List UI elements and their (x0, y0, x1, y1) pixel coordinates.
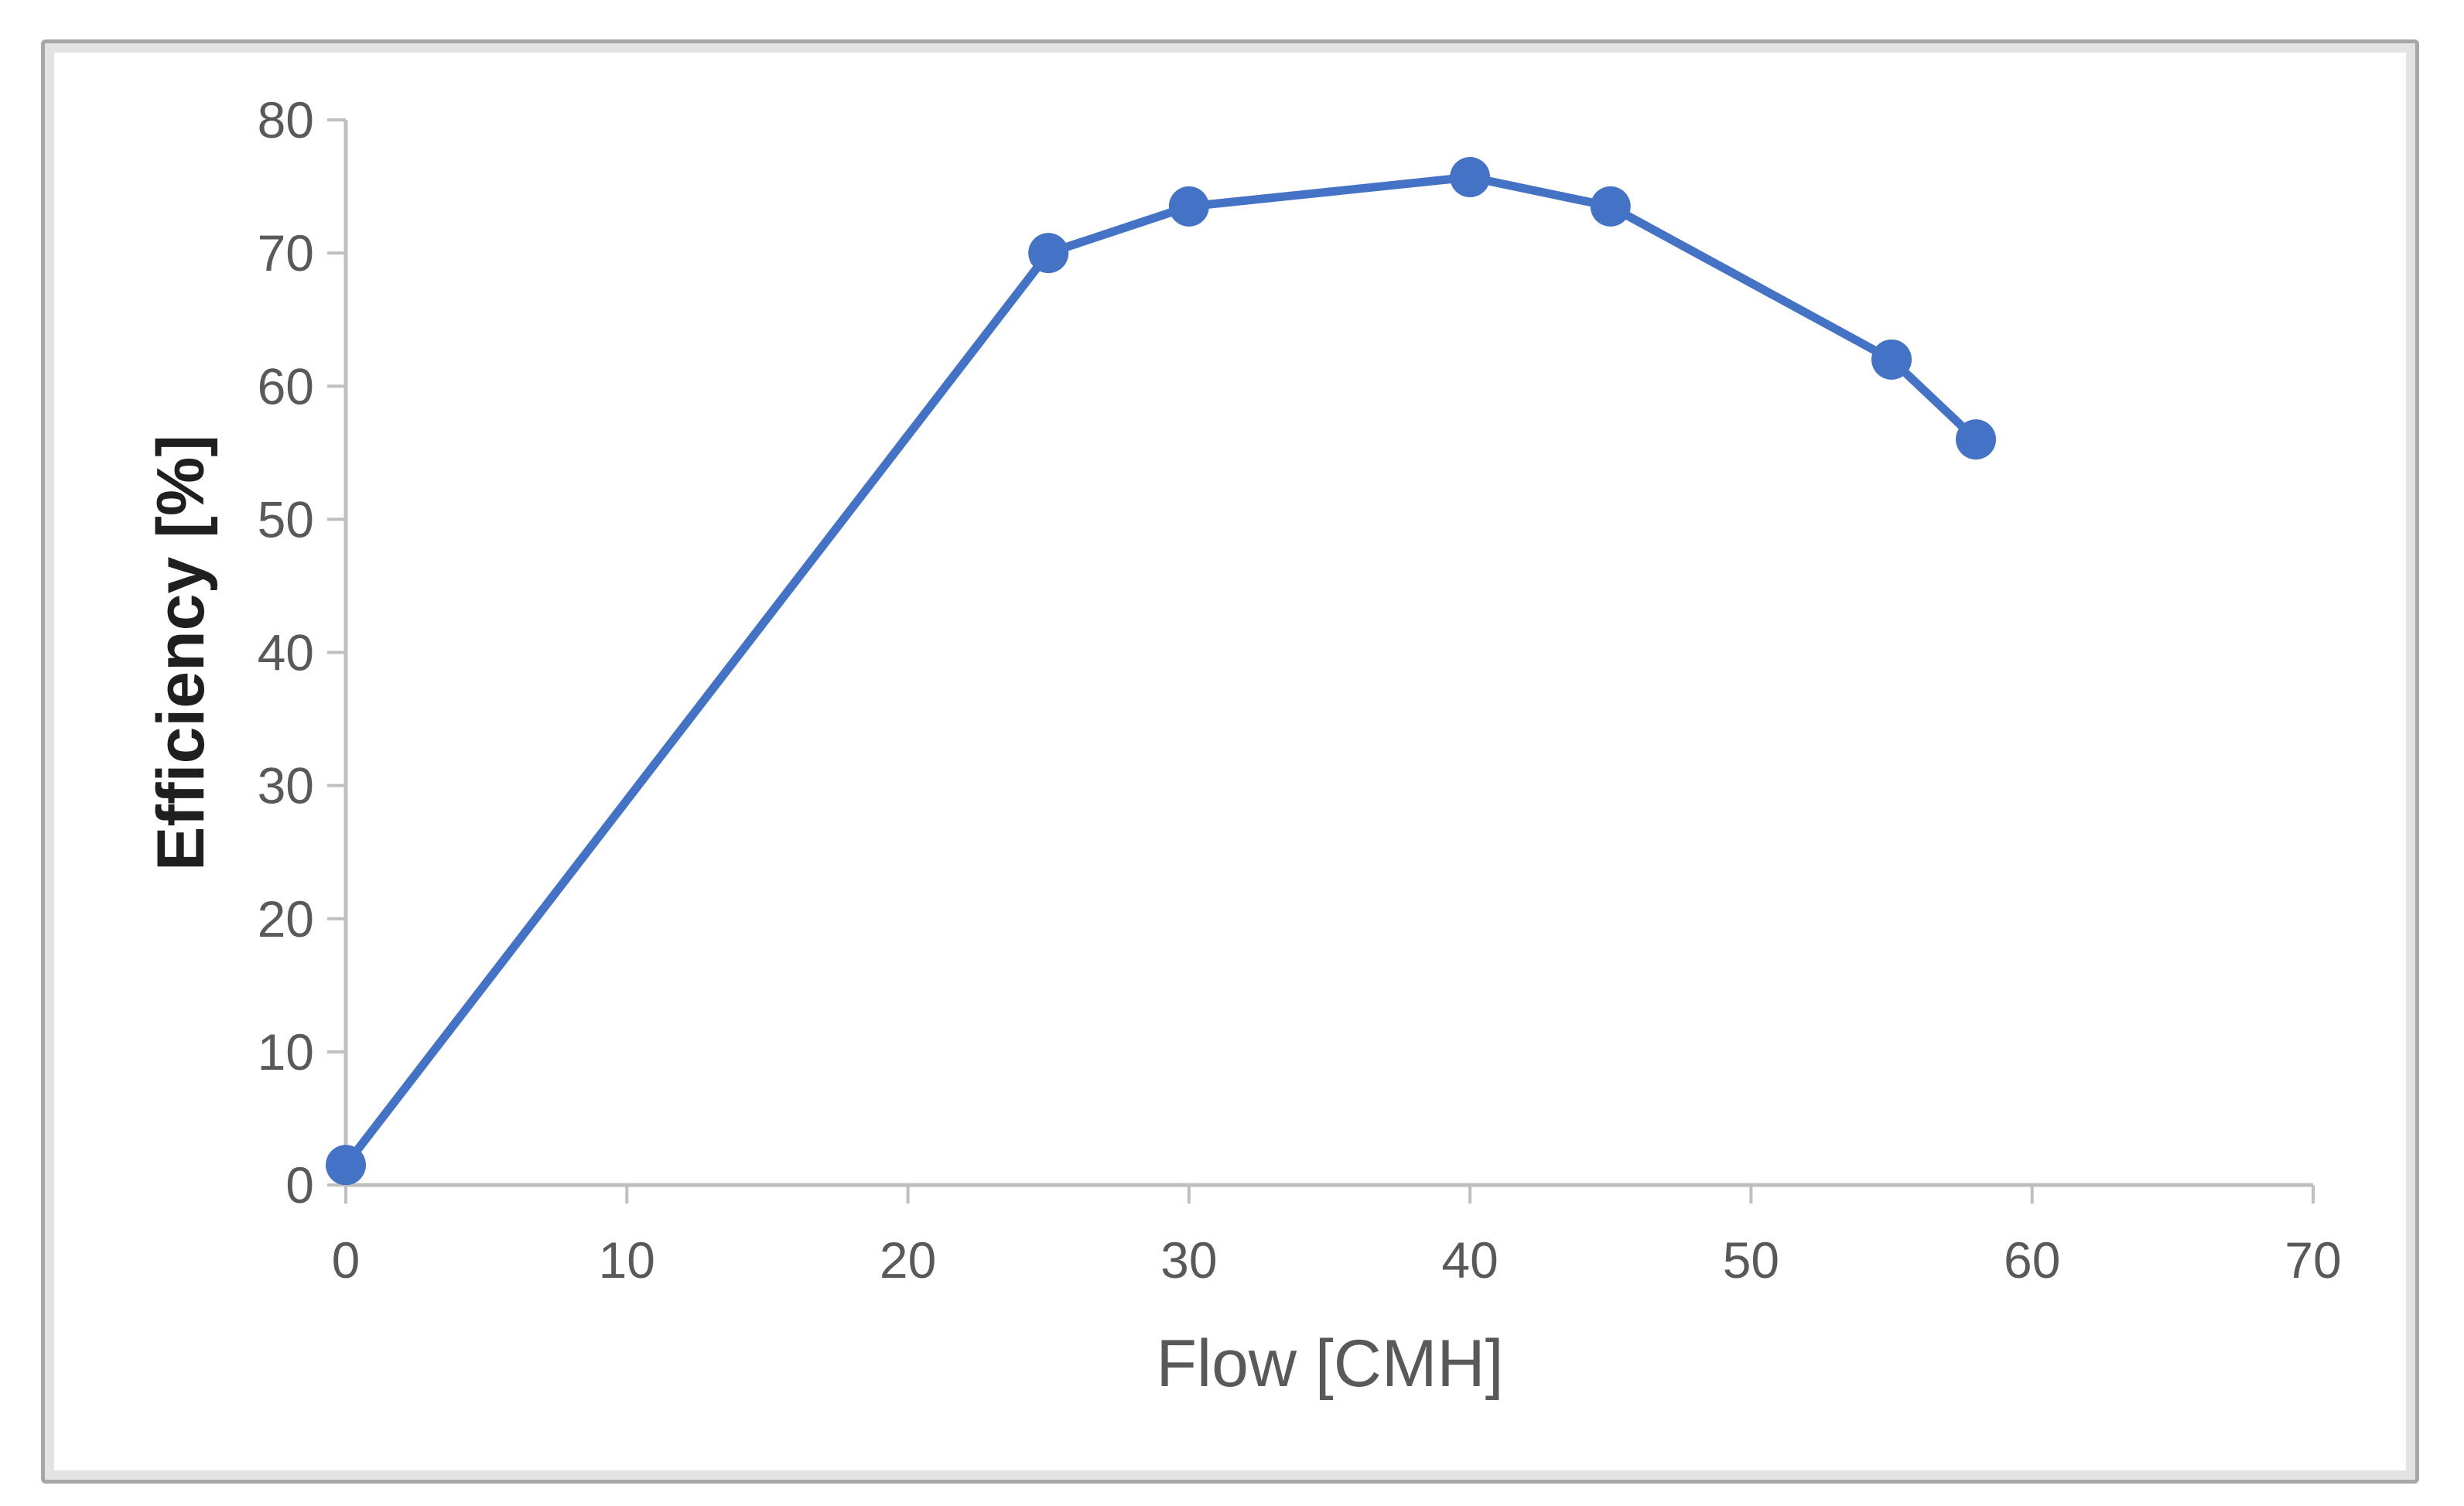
x-tick-label: 60 (2004, 1231, 2060, 1289)
data-point-marker (1590, 186, 1631, 227)
plot-area: 0 10 20 30 40 50 60 70 80 0 10 20 30 40 50 60 70 (258, 91, 2342, 1289)
y-axis-title: Efficiency [%] (144, 435, 218, 871)
y-tick-label: 70 (258, 224, 314, 282)
x-tick-label: 30 (1160, 1231, 1217, 1289)
x-axis-title: Flow [CMH] (1156, 1327, 1503, 1401)
y-tick-label: 30 (258, 757, 314, 814)
chart-border (41, 39, 2419, 1484)
data-point-marker (1168, 186, 1209, 227)
x-tick-label: 0 (332, 1231, 361, 1289)
data-point-marker (1871, 339, 1912, 380)
series-line (341, 172, 1980, 1170)
data-point-marker (1028, 233, 1069, 274)
x-tick-label: 70 (2285, 1231, 2341, 1289)
y-tick-label: 20 (258, 890, 314, 948)
data-point-marker (1956, 419, 1997, 460)
y-tick-label: 80 (258, 91, 314, 149)
x-tick-label: 40 (1441, 1231, 1498, 1289)
y-tick-label: 10 (258, 1023, 314, 1081)
x-tick-label: 20 (880, 1231, 936, 1289)
y-tick-label: 40 (258, 624, 314, 681)
y-tick-label: 60 (258, 357, 314, 415)
data-point-marker (326, 1145, 366, 1186)
y-tick-label: 0 (285, 1156, 314, 1214)
x-tick-label: 50 (1723, 1231, 1779, 1289)
x-tick-label: 10 (599, 1231, 655, 1289)
y-tick-label: 50 (258, 490, 314, 548)
data-point-marker (1450, 157, 1491, 198)
